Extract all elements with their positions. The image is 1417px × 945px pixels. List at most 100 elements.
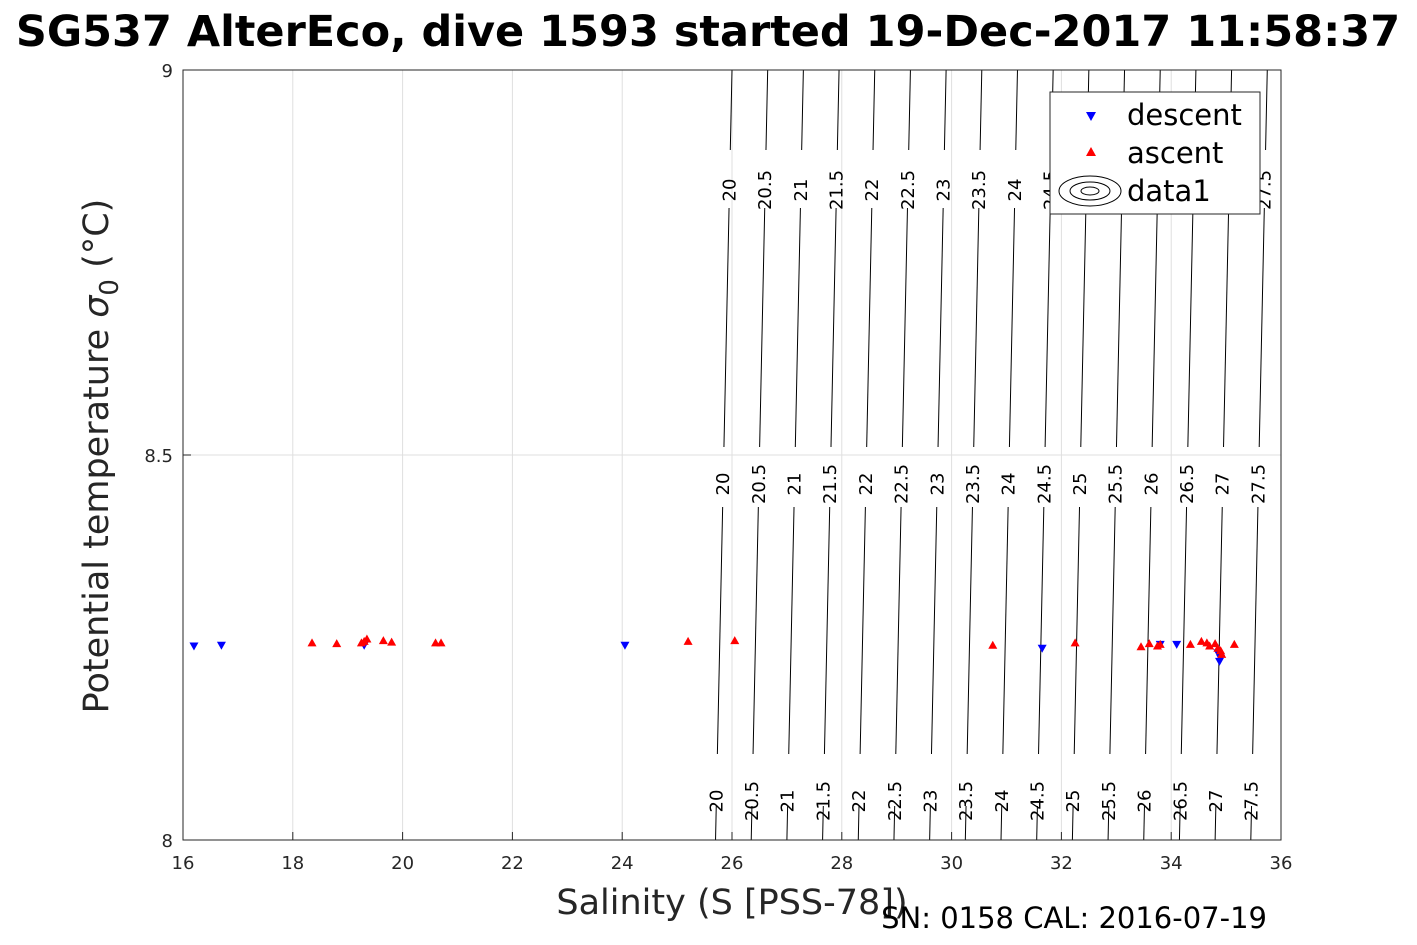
legend-descent-marker <box>1086 112 1096 121</box>
contour-line <box>1187 207 1194 448</box>
contour-label: 25 <box>1063 790 1084 813</box>
ascent-point <box>436 638 446 647</box>
contour-label: 23.5 <box>956 781 977 821</box>
contour-label: 22 <box>849 790 870 813</box>
contour-line <box>729 69 733 151</box>
legend-ascent-marker <box>1086 147 1096 156</box>
contour-label: 22 <box>862 179 883 202</box>
x-axis-label: Salinity (S [PSS-78]) <box>556 883 907 923</box>
descent-point <box>189 642 199 651</box>
contour-line <box>1143 805 1145 841</box>
contour-line <box>1080 207 1087 448</box>
contour-line <box>979 69 983 151</box>
x-tick-label: 30 <box>940 853 963 874</box>
contour-line <box>973 207 980 448</box>
contour-label: 20 <box>706 790 727 813</box>
contour-label: 24.5 <box>1034 464 1055 504</box>
legend-descent-label: descent <box>1127 98 1242 132</box>
y-axis-label-sigma: σ <box>77 294 117 318</box>
contour-line <box>750 805 753 841</box>
contour-label: 26 <box>1141 473 1162 496</box>
ascent-point <box>1217 649 1227 658</box>
y-ticks: 88.59 <box>144 61 191 852</box>
contour-line <box>752 506 759 755</box>
ascent-point <box>1070 638 1080 647</box>
contour-label: 26.5 <box>1177 464 1198 504</box>
contour-line <box>1071 805 1074 841</box>
contour-line <box>1036 805 1038 841</box>
contour-label: 23 <box>934 179 955 202</box>
contour-label: 27 <box>1206 790 1227 813</box>
x-tick-label: 28 <box>830 853 853 874</box>
contour-label: 20.5 <box>749 464 770 504</box>
contour-line <box>872 69 876 151</box>
contour-label: 22.5 <box>885 781 906 821</box>
ascent-point <box>1229 639 1239 648</box>
contour-line <box>1223 207 1230 448</box>
ascent-point <box>1155 639 1165 648</box>
y-tick-label: 9 <box>162 61 173 82</box>
contour-label: 23 <box>927 473 948 496</box>
contour-line <box>822 805 824 841</box>
contour-line <box>1250 805 1253 841</box>
contour-line <box>723 207 730 448</box>
contour-label: 27 <box>1213 473 1234 496</box>
data-points <box>189 634 1239 666</box>
contour-label: 27.5 <box>1248 464 1269 504</box>
ascent-point <box>1136 642 1146 651</box>
x-tick-label: 16 <box>172 853 195 874</box>
contour-label: 20 <box>713 473 734 496</box>
contour-line <box>859 506 866 755</box>
descent-point <box>1037 644 1047 653</box>
ascent-point <box>378 636 388 645</box>
contour-line <box>765 69 769 151</box>
contour-line <box>1002 506 1009 755</box>
y-tick-label: 8 <box>162 831 173 852</box>
contour-line <box>1216 506 1223 755</box>
y-axis-label-sub: 0 <box>95 279 125 296</box>
ascent-point <box>1205 641 1215 650</box>
contour-label: 20.5 <box>755 170 776 210</box>
contour-line <box>1115 207 1123 448</box>
contour-label: 24.5 <box>1028 781 1049 821</box>
contour-line <box>1214 805 1217 841</box>
contour-line <box>716 506 724 755</box>
contour-label: 25.5 <box>1106 464 1127 504</box>
ascent-point <box>307 638 317 647</box>
contour-line <box>1008 207 1016 448</box>
contour-label: 24 <box>992 790 1013 813</box>
contour-line <box>1107 805 1110 841</box>
contour-line <box>1044 207 1051 448</box>
contour-label: 23 <box>920 790 941 813</box>
contour-line <box>1258 207 1265 448</box>
ascent-point <box>683 636 693 645</box>
contour-line <box>937 207 944 448</box>
descent-point <box>620 641 630 650</box>
legend-box <box>1049 91 1261 215</box>
contour-line <box>1073 506 1081 755</box>
contour-line <box>786 805 789 841</box>
descent-point <box>216 641 226 650</box>
contour-line <box>1109 506 1116 755</box>
contour-label: 25 <box>1070 473 1091 496</box>
contour-line <box>930 506 938 755</box>
ascent-point <box>1185 639 1195 648</box>
x-tick-label: 26 <box>721 853 744 874</box>
legend-ascent-label: ascent <box>1127 136 1223 170</box>
legend-data1-label: data1 <box>1127 174 1211 208</box>
contour-label: 21.5 <box>813 781 834 821</box>
contour-line <box>1151 207 1158 448</box>
contour-line <box>836 69 840 151</box>
y-axis-label: Potential temperature σ0 (°C) <box>77 199 125 714</box>
y-tick-label: 8.5 <box>144 446 173 467</box>
contour-line <box>1015 69 1018 151</box>
contour-label: 20 <box>719 179 740 202</box>
contour-line <box>895 506 902 755</box>
ascent-point <box>730 636 740 645</box>
contour-label: 21.5 <box>820 464 841 504</box>
contour-label: 26.5 <box>1170 781 1191 821</box>
contour-line <box>1000 805 1003 841</box>
x-tick-label: 34 <box>1160 853 1183 874</box>
contour-line <box>866 207 873 448</box>
